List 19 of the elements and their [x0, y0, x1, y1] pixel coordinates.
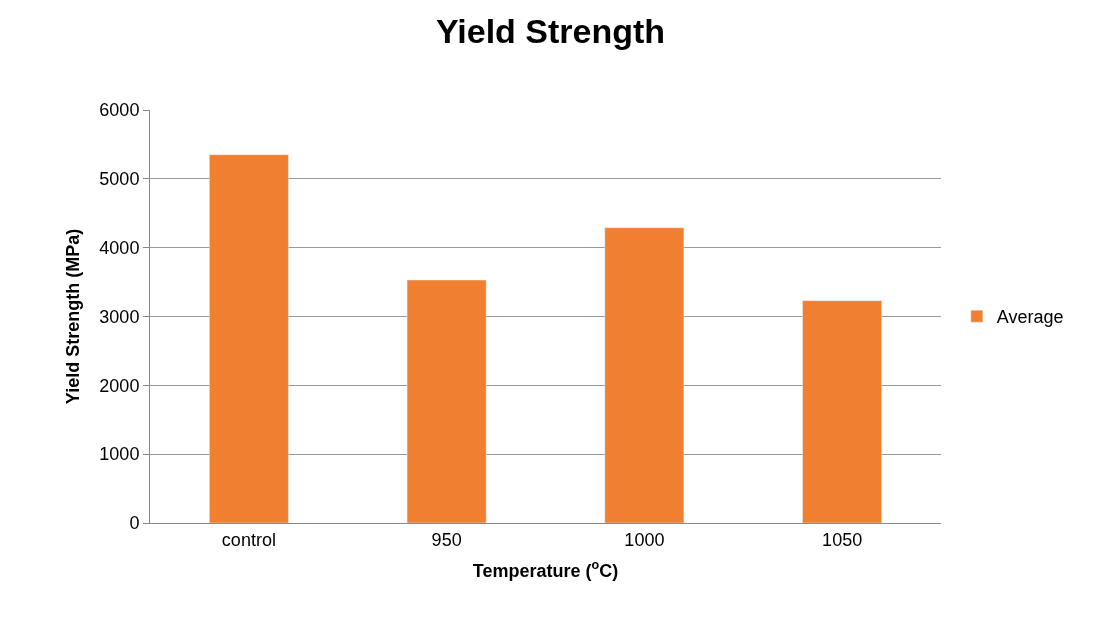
chart-title: Yield Strength [435, 11, 666, 50]
bar [209, 154, 289, 523]
x-tick-label: control [221, 529, 276, 550]
y-tick-label: 5000 [99, 169, 140, 190]
x-tick-label: 1050 [822, 529, 863, 550]
legend-label: Average [996, 307, 1064, 328]
y-tick-label: 2000 [99, 375, 140, 396]
bar [802, 300, 882, 523]
x-axis-title: Temperature ($^{o}$C) [472, 558, 619, 581]
y-tick-label: 4000 [99, 237, 140, 258]
y-axis-title: Yield Strength (MPa) [62, 228, 83, 405]
bar [406, 279, 487, 523]
y-tick-label: 0 [129, 513, 140, 534]
bar [604, 227, 685, 523]
y-tick-label: 1000 [99, 444, 140, 465]
x-tick-label: 950 [431, 529, 462, 550]
y-tick-label: 3000 [99, 306, 140, 327]
y-tick-label: 6000 [99, 100, 140, 121]
x-tick-label: 1000 [624, 529, 665, 550]
